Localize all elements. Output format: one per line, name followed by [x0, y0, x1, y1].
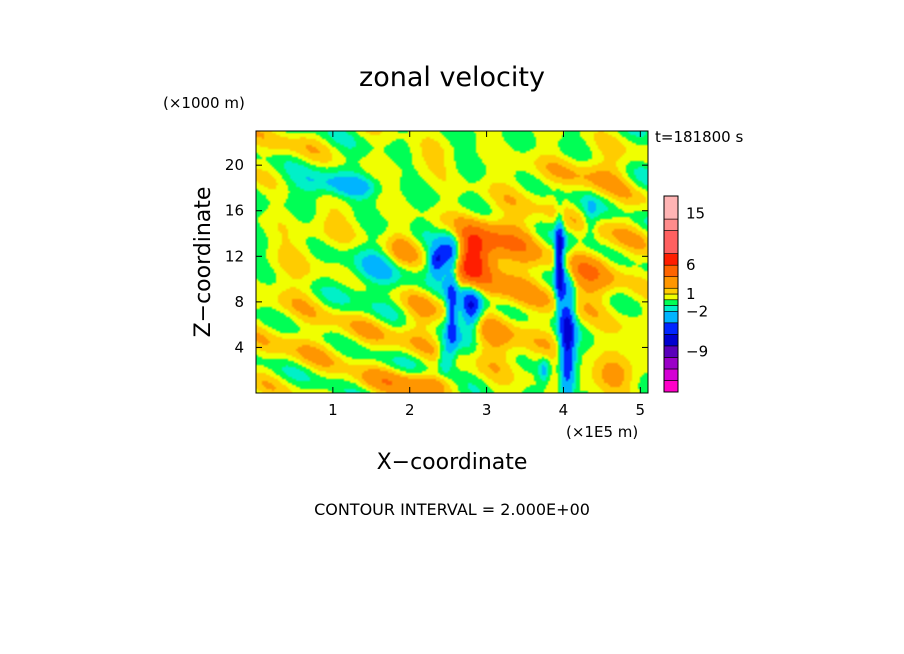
colorbar-tick-label: 1 — [686, 285, 696, 303]
x-tick-label: 1 — [328, 401, 338, 419]
y-tick-label: 4 — [234, 338, 244, 356]
y-tick-label: 20 — [225, 156, 244, 174]
x-axis-label: X−coordinate — [377, 450, 528, 475]
colorbar-swatch — [663, 218, 679, 231]
colorbar-swatch — [663, 299, 679, 306]
colorbar-swatch — [663, 264, 679, 278]
colorbar-swatch — [663, 305, 679, 312]
colorbar-swatch — [663, 368, 679, 381]
y-axis-label: Z−coordinate — [191, 187, 216, 338]
colorbar-swatch — [663, 293, 679, 301]
contour-field — [256, 131, 648, 393]
colorbar-tick-label: 6 — [686, 256, 696, 274]
plot-frame — [255, 130, 649, 394]
colorbar-swatch — [663, 276, 679, 289]
y-tick-label: 16 — [225, 202, 244, 220]
colorbar-tick-label: −9 — [686, 343, 708, 361]
x-tick-label: 4 — [559, 401, 569, 419]
colorbar-frame — [663, 195, 679, 393]
colorbar-swatch — [663, 357, 679, 370]
x-unit-label: (×1E5 m) — [566, 423, 638, 441]
time-label: t=181800 s — [655, 128, 743, 146]
plot-area — [255, 130, 649, 394]
y-unit-label: (×1000 m) — [163, 94, 245, 112]
colorbar — [663, 195, 679, 393]
colorbar-swatch — [663, 345, 679, 358]
colorbar-swatch — [663, 322, 679, 335]
y-tick-label: 8 — [234, 293, 244, 311]
colorbar-swatch — [663, 230, 679, 254]
x-tick-label: 2 — [405, 401, 415, 419]
colorbar-tick-label: −2 — [686, 302, 708, 320]
colorbar-swatch — [663, 195, 679, 220]
x-tick-label: 3 — [482, 401, 492, 419]
colorbar-swatch — [663, 287, 679, 295]
colorbar-swatch — [663, 310, 679, 324]
colorbar-swatch — [663, 253, 679, 266]
colorbar-swatch — [663, 334, 679, 347]
x-tick-label: 5 — [636, 401, 646, 419]
y-tick-label: 12 — [225, 247, 244, 265]
x-axis: 1 2 3 4 5 — [328, 131, 645, 419]
colorbar-labels: 15 6 1−2 −9 — [686, 204, 708, 360]
chart-title: zonal velocity — [359, 62, 545, 93]
contour-interval-label: CONTOUR INTERVAL = 2.000E+00 — [314, 500, 590, 519]
colorbar-tick-label: 15 — [686, 204, 705, 222]
colorbar-swatch — [663, 380, 679, 393]
y-axis: 4 8 12 16 20 — [225, 156, 648, 356]
